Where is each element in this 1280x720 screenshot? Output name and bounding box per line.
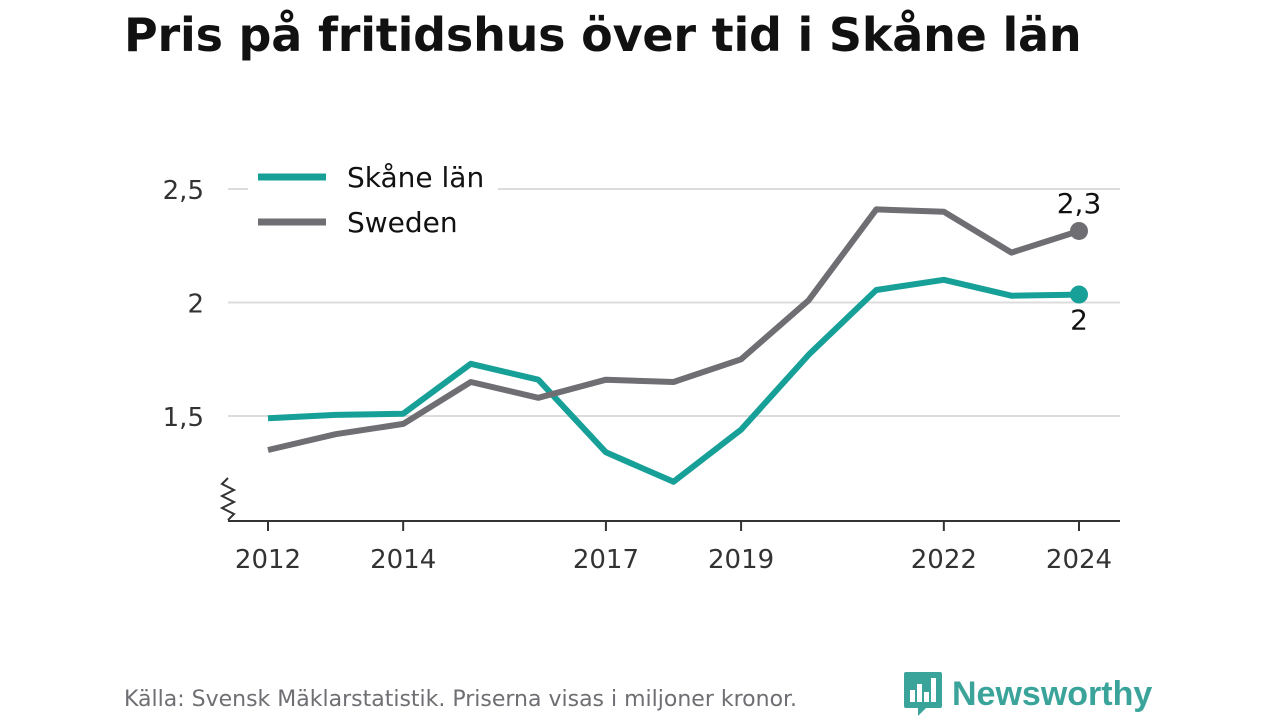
- legend-label-sweden: Sweden: [347, 206, 458, 239]
- axes: 1,5 2 2,5 2012 2014 2017 2019 2022 2024: [163, 176, 1120, 575]
- series-line-skane: [267, 276, 1080, 485]
- chart-title: Pris på fritidshus över tid i Skåne län: [124, 8, 1082, 62]
- axis-break-mark: [219, 477, 237, 521]
- x-tick-label: 2019: [708, 545, 774, 575]
- data-labels: 22,3: [1057, 187, 1102, 337]
- series-line-sweden: [267, 206, 1080, 453]
- logo-wordmark: Newsworthy: [952, 674, 1153, 713]
- x-tick-label: 2012: [235, 545, 301, 575]
- y-tick-label: 1,5: [163, 403, 204, 433]
- x-tick-label: 2024: [1046, 545, 1112, 575]
- end-point-skane: [1070, 285, 1088, 304]
- newsworthy-logo: Newsworthy: [902, 670, 1152, 718]
- y-tick-label: 2,5: [163, 176, 204, 206]
- end-value-label-sweden: 2,3: [1057, 187, 1102, 220]
- legend-label-skane: Skåne län: [347, 161, 484, 194]
- y-tick-label: 2: [187, 290, 204, 320]
- end-point-sweden: [1070, 221, 1088, 240]
- bar-chart-speech-bubble-icon: [904, 672, 942, 716]
- x-tick-label: 2014: [370, 545, 436, 575]
- x-tick-label: 2022: [911, 545, 977, 575]
- source-note: Källa: Svensk Mäklarstatistik. Priserna …: [124, 687, 798, 712]
- x-tick-label: 2017: [573, 545, 639, 575]
- series-lines: [267, 206, 1088, 485]
- legend: Skåne län Sweden: [248, 150, 498, 250]
- end-value-label-skane: 2: [1070, 304, 1088, 337]
- legend-background: [248, 150, 498, 250]
